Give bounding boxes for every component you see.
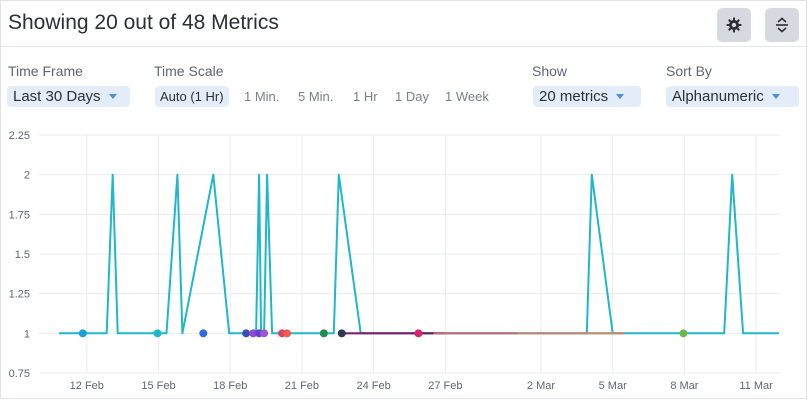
data-point-marker xyxy=(260,329,269,338)
sort-by-dropdown[interactable]: Alphanumeric xyxy=(666,86,799,107)
data-point-marker xyxy=(319,329,328,338)
metrics-line-chart[interactable]: 0.75 1 1.25 1.5 1.75 2 2.25 12 Feb 15 Feb 18 Feb 2… xyxy=(1,121,808,399)
x-tick-label: 12 Feb xyxy=(70,380,104,392)
x-tick-label: 27 Feb xyxy=(428,380,462,392)
settings-button[interactable] xyxy=(717,8,751,42)
time-scale-label: Time Scale xyxy=(154,63,224,79)
expand-collapse-icon xyxy=(776,17,788,33)
time-scale-option-1min[interactable]: 1 Min. xyxy=(244,89,280,104)
data-point-marker xyxy=(249,329,258,338)
x-tick-label: 24 Feb xyxy=(357,380,391,392)
expand-collapse-button[interactable] xyxy=(765,8,799,42)
chevron-down-icon xyxy=(771,94,780,99)
data-point-marker xyxy=(414,329,423,338)
gear-icon xyxy=(726,17,742,33)
time-scale-option-1day[interactable]: 1 Day xyxy=(395,89,429,104)
x-tick-label: 8 Mar xyxy=(670,380,698,392)
chevron-down-icon xyxy=(108,94,117,99)
y-tick-label: 1 xyxy=(24,328,30,340)
time-frame-value: Last 30 Days xyxy=(13,88,101,105)
x-tick-label: 21 Feb xyxy=(285,380,319,392)
y-tick-label: 1.25 xyxy=(9,289,30,301)
data-point-marker xyxy=(153,329,162,338)
x-tick-label: 15 Feb xyxy=(141,380,175,392)
x-tick-label: 18 Feb xyxy=(213,380,247,392)
y-tick-label: 0.75 xyxy=(9,368,30,380)
time-scale-option-1hr[interactable]: 1 Hr xyxy=(353,89,378,104)
y-tick-label: 1.5 xyxy=(15,249,30,261)
show-dropdown[interactable]: 20 metrics xyxy=(533,86,641,107)
panel-header: Showing 20 out of 48 Metrics xyxy=(1,1,808,47)
show-label: Show xyxy=(532,63,568,79)
time-frame-label: Time Frame xyxy=(8,63,83,79)
x-tick-label: 11 Mar xyxy=(739,380,773,392)
chevron-down-icon xyxy=(616,94,625,99)
y-tick-label: 1.75 xyxy=(9,209,30,221)
y-tick-label: 2 xyxy=(24,170,30,182)
time-frame-dropdown[interactable]: Last 30 Days xyxy=(7,86,130,107)
data-point-marker xyxy=(242,329,251,338)
data-point-marker xyxy=(199,329,208,338)
sort-by-value: Alphanumeric xyxy=(672,88,764,105)
sort-by-label: Sort By xyxy=(666,63,712,79)
x-tick-label: 5 Mar xyxy=(599,380,627,392)
panel-title: Showing 20 out of 48 Metrics xyxy=(8,11,279,34)
data-point-marker xyxy=(78,329,87,338)
time-scale-option-auto[interactable]: Auto (1 Hr) xyxy=(155,86,229,107)
show-value: 20 metrics xyxy=(539,88,609,105)
data-point-marker xyxy=(337,329,346,338)
data-point-marker xyxy=(282,329,291,338)
time-scale-option-1week[interactable]: 1 Week xyxy=(445,89,489,104)
x-tick-label: 2 Mar xyxy=(527,380,555,392)
y-tick-label: 2.25 xyxy=(9,130,30,142)
time-scale-option-5min[interactable]: 5 Min. xyxy=(298,89,334,104)
data-point-marker xyxy=(679,329,688,338)
